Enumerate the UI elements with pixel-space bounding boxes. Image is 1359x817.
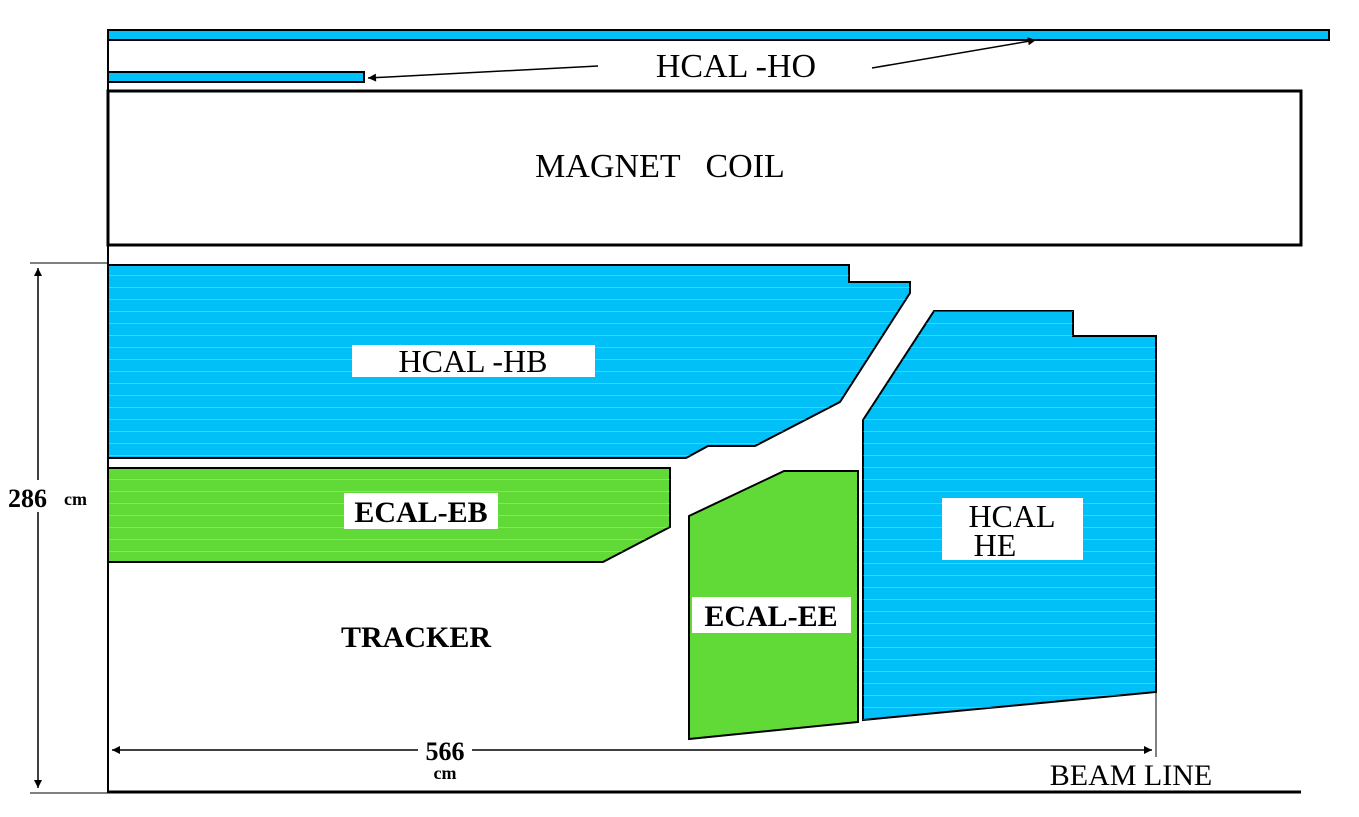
radius-value: 286 [8, 484, 47, 513]
magnet-coil-label: MAGNET COIL [535, 148, 785, 185]
ecal-eb-label-bg [344, 493, 498, 529]
length-unit: cm [434, 763, 457, 783]
hcal-ho-inner-bar [107, 71, 365, 83]
tracker-label: TRACKER [341, 621, 491, 654]
ecal-ee-label: ECAL-EE [704, 600, 837, 633]
length-value: 566 [426, 737, 465, 766]
hcal-ho-arrow-right [871, 37, 1037, 69]
hcal-ho-outer-bar [107, 29, 1330, 41]
ecal-ee-label-bg [692, 597, 851, 633]
beam-line-label: BEAM LINE [1050, 759, 1212, 792]
ecal-eb-label: ECAL-EB [354, 496, 487, 529]
radius-label-bg [4, 480, 96, 512]
length-label-bg [418, 738, 472, 782]
radius-unit: cm [64, 489, 87, 509]
hcal-hb-label-bg [352, 345, 595, 377]
hcal-he-label-line2: HE [974, 527, 1017, 563]
hcal-ho-label: HCAL -HO [656, 48, 816, 85]
hcal-hb-label: HCAL -HB [398, 343, 547, 379]
magnet-coil [106, 89, 1303, 247]
hcal-he-label-line1: HCAL [968, 498, 1055, 534]
hcal-ho-arrow-left [367, 65, 599, 82]
hcal-he-label-bg [942, 498, 1083, 560]
